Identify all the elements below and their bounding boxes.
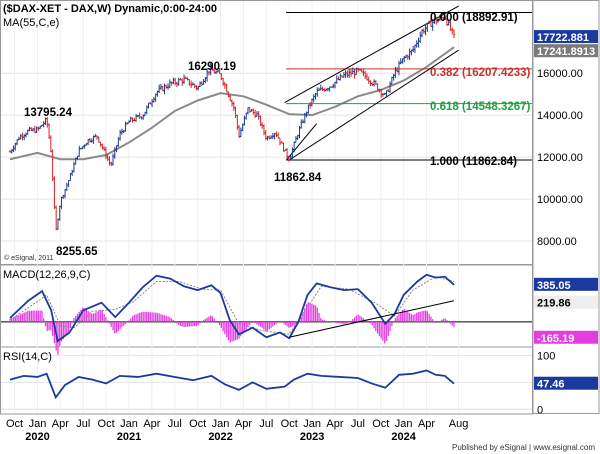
histogram-value-label-tag [534,330,598,344]
last-price-label: 17722.881 [537,32,589,44]
annotation-13795: 13795.24 [24,107,73,119]
rsi-value-label: 47.46 [537,379,565,391]
month-tick-label: Oct [6,418,23,430]
fib-label-0: 0.000 (18892.91) [430,12,518,24]
macd-trendline [289,300,455,338]
month-tick-label: Oct [372,418,389,430]
chart-title: ($DAX-XET - DAX,W) Dynamic,0:00-24:00 [3,3,217,15]
last-price-label-tag [534,30,598,44]
ma-value-label-tag [534,44,598,58]
ma-legend: MA(55,C,e) [3,17,59,29]
annotation-16290: 16290.19 [188,61,236,73]
price-tick-label: 12000.00 [537,152,583,164]
year-tick-label: 2022 [208,431,232,443]
right-price-scale [532,0,600,414]
macd-value-label: 385.05 [537,280,571,292]
price-tick-label: 10000.00 [537,194,583,206]
rsi-tick-label: 0 [537,404,543,416]
month-tick-label: Aug [449,418,469,430]
signal-value-label-tag [534,295,598,309]
annotation-11862: 11862.84 [274,172,322,184]
copyright-label: © eSignal, 2011 [4,254,54,262]
ma-value-label: 17241.8913 [537,46,595,58]
month-tick-label: Apr [52,418,69,430]
price-tick-label: 14000.00 [537,110,583,122]
month-tick-label: Jan [120,418,138,430]
month-tick-label: Apr [143,418,160,430]
month-tick-label: Jan [212,418,230,430]
footer-credit: Published by eSignal | www.esignal.com [452,443,595,452]
month-tick-label: Jan [395,418,413,430]
channel-line-lower [288,49,459,161]
rsi-value-label-tag [534,376,598,390]
month-tick-label: Jan [303,418,321,430]
month-tick-label: Oct [189,418,206,430]
macd-value-label-tag [534,277,598,291]
month-tick-label: Oct [281,418,298,430]
price-tick-label: 16000.00 [537,68,583,80]
year-tick-label: 2021 [117,431,141,443]
ma-55-line [9,46,455,161]
price-tick-label: 8000.00 [537,236,577,248]
annotation-8255: 8255.65 [56,246,98,258]
year-tick-label: 2024 [391,431,416,443]
histogram-value-label: -165.19 [537,333,574,345]
fib-label-618: 0.618 (14548.3267) [430,101,531,113]
month-tick-label: Apr [235,418,252,430]
month-tick-label: Oct [98,418,115,430]
year-tick-label: 2020 [25,431,49,443]
month-tick-label: Apr [326,418,343,430]
month-tick-label: Jul [351,418,365,430]
rsi-line [9,369,455,400]
macd-title: MACD(12,26,9,C) [3,269,90,281]
rsi-title: RSI(14,C) [3,351,52,363]
fib-label-382: 0.382 (16207.4233) [430,67,531,79]
month-tick-label: Jul [76,418,90,430]
signal-value-label: 219.86 [537,298,571,310]
macd-line [9,273,455,343]
fib-label-1000: 1.000 (11862.84) [430,156,517,168]
month-tick-label: Jul [168,418,182,430]
channel-line-bottom_line [286,123,318,161]
month-tick-label: Jul [259,418,273,430]
rsi-tick-label: 100 [537,350,555,362]
year-tick-label: 2023 [300,431,324,443]
month-tick-label: Jan [29,418,47,430]
month-tick-label: Apr [418,418,435,430]
